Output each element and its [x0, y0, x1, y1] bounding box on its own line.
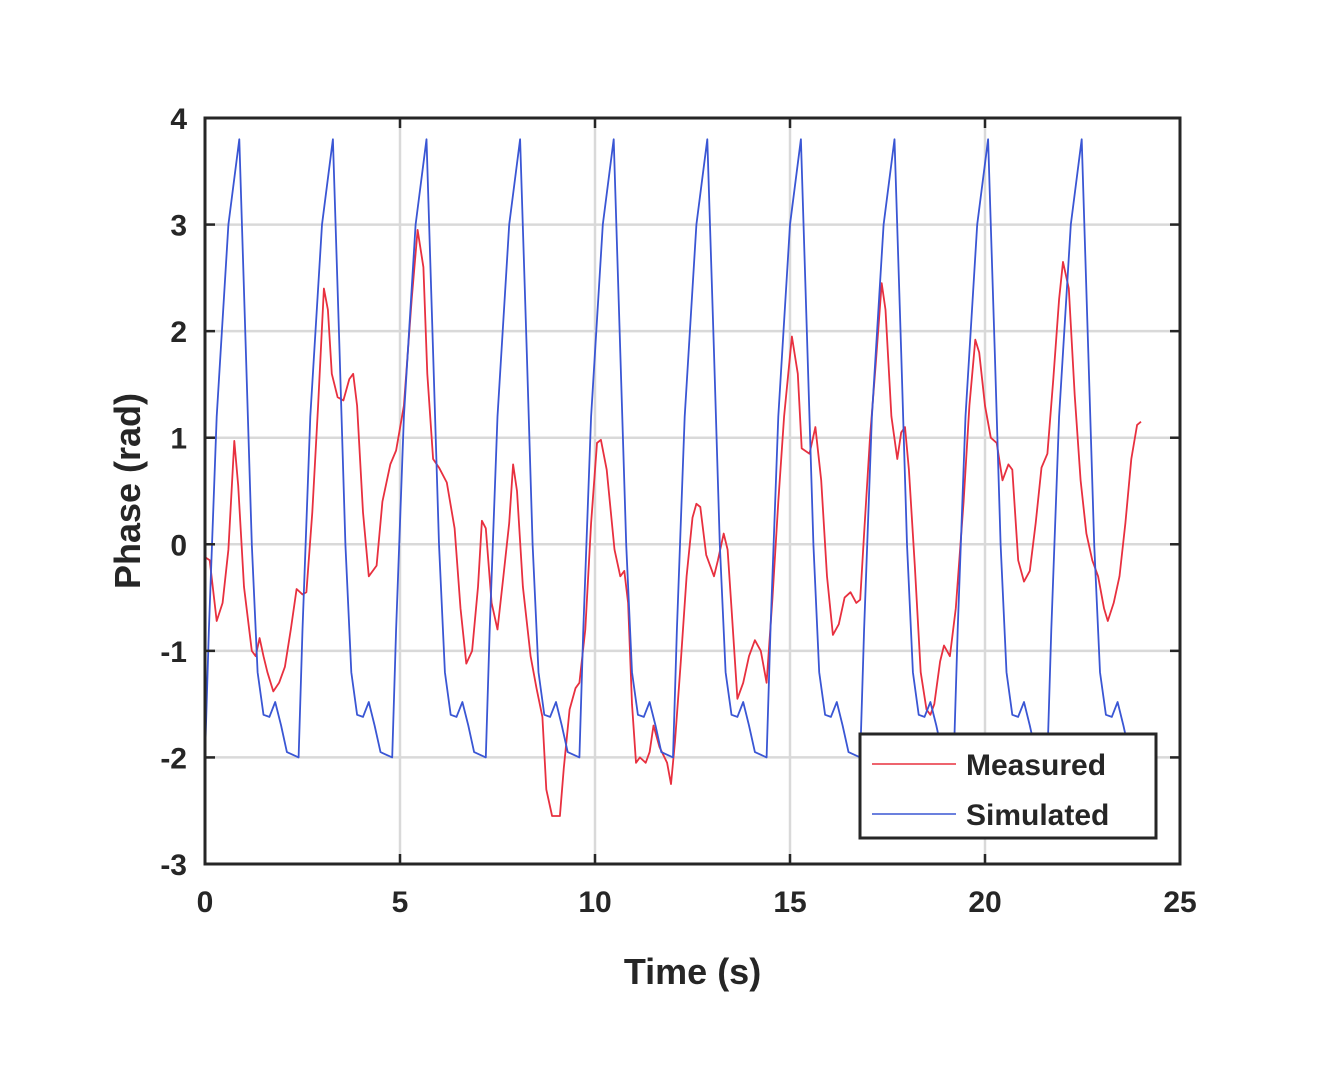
series-lines: [204, 138, 1142, 817]
y-tick-label: -1: [160, 636, 187, 669]
y-tick-label: 0: [170, 529, 187, 562]
grid-lines: [205, 118, 1180, 864]
x-tick-label: 15: [773, 886, 806, 919]
plot-frame: [203, 116, 1182, 866]
y-tick-label: 4: [170, 103, 187, 136]
y-tick-label: -2: [160, 742, 187, 775]
series-line-measured: [204, 229, 1142, 817]
legend-box: [858, 732, 1158, 840]
x-tick-label: 5: [392, 886, 409, 919]
y-tick-label: 2: [170, 316, 187, 349]
legend-label-measured: Measured: [966, 749, 1106, 782]
legend: Measured Simulated: [858, 732, 1158, 840]
x-tick-label: 25: [1163, 886, 1196, 919]
axis-ticks: 0 5 10 15 20 25 -3 -2 -1 0 1 2 3 4: [160, 103, 1196, 919]
y-tick-label: 3: [170, 210, 187, 243]
y-tick-label: -3: [160, 849, 187, 882]
y-axis-title: Phase (rad): [107, 393, 148, 589]
legend-label-simulated: Simulated: [966, 799, 1109, 832]
series-line-simulated: [204, 138, 1142, 759]
y-tick-label: 1: [170, 423, 187, 456]
x-axis-title: Time (s): [624, 951, 761, 992]
x-tick-label: 0: [197, 886, 214, 919]
x-tick-label: 10: [578, 886, 611, 919]
x-tick-label: 20: [968, 886, 1001, 919]
